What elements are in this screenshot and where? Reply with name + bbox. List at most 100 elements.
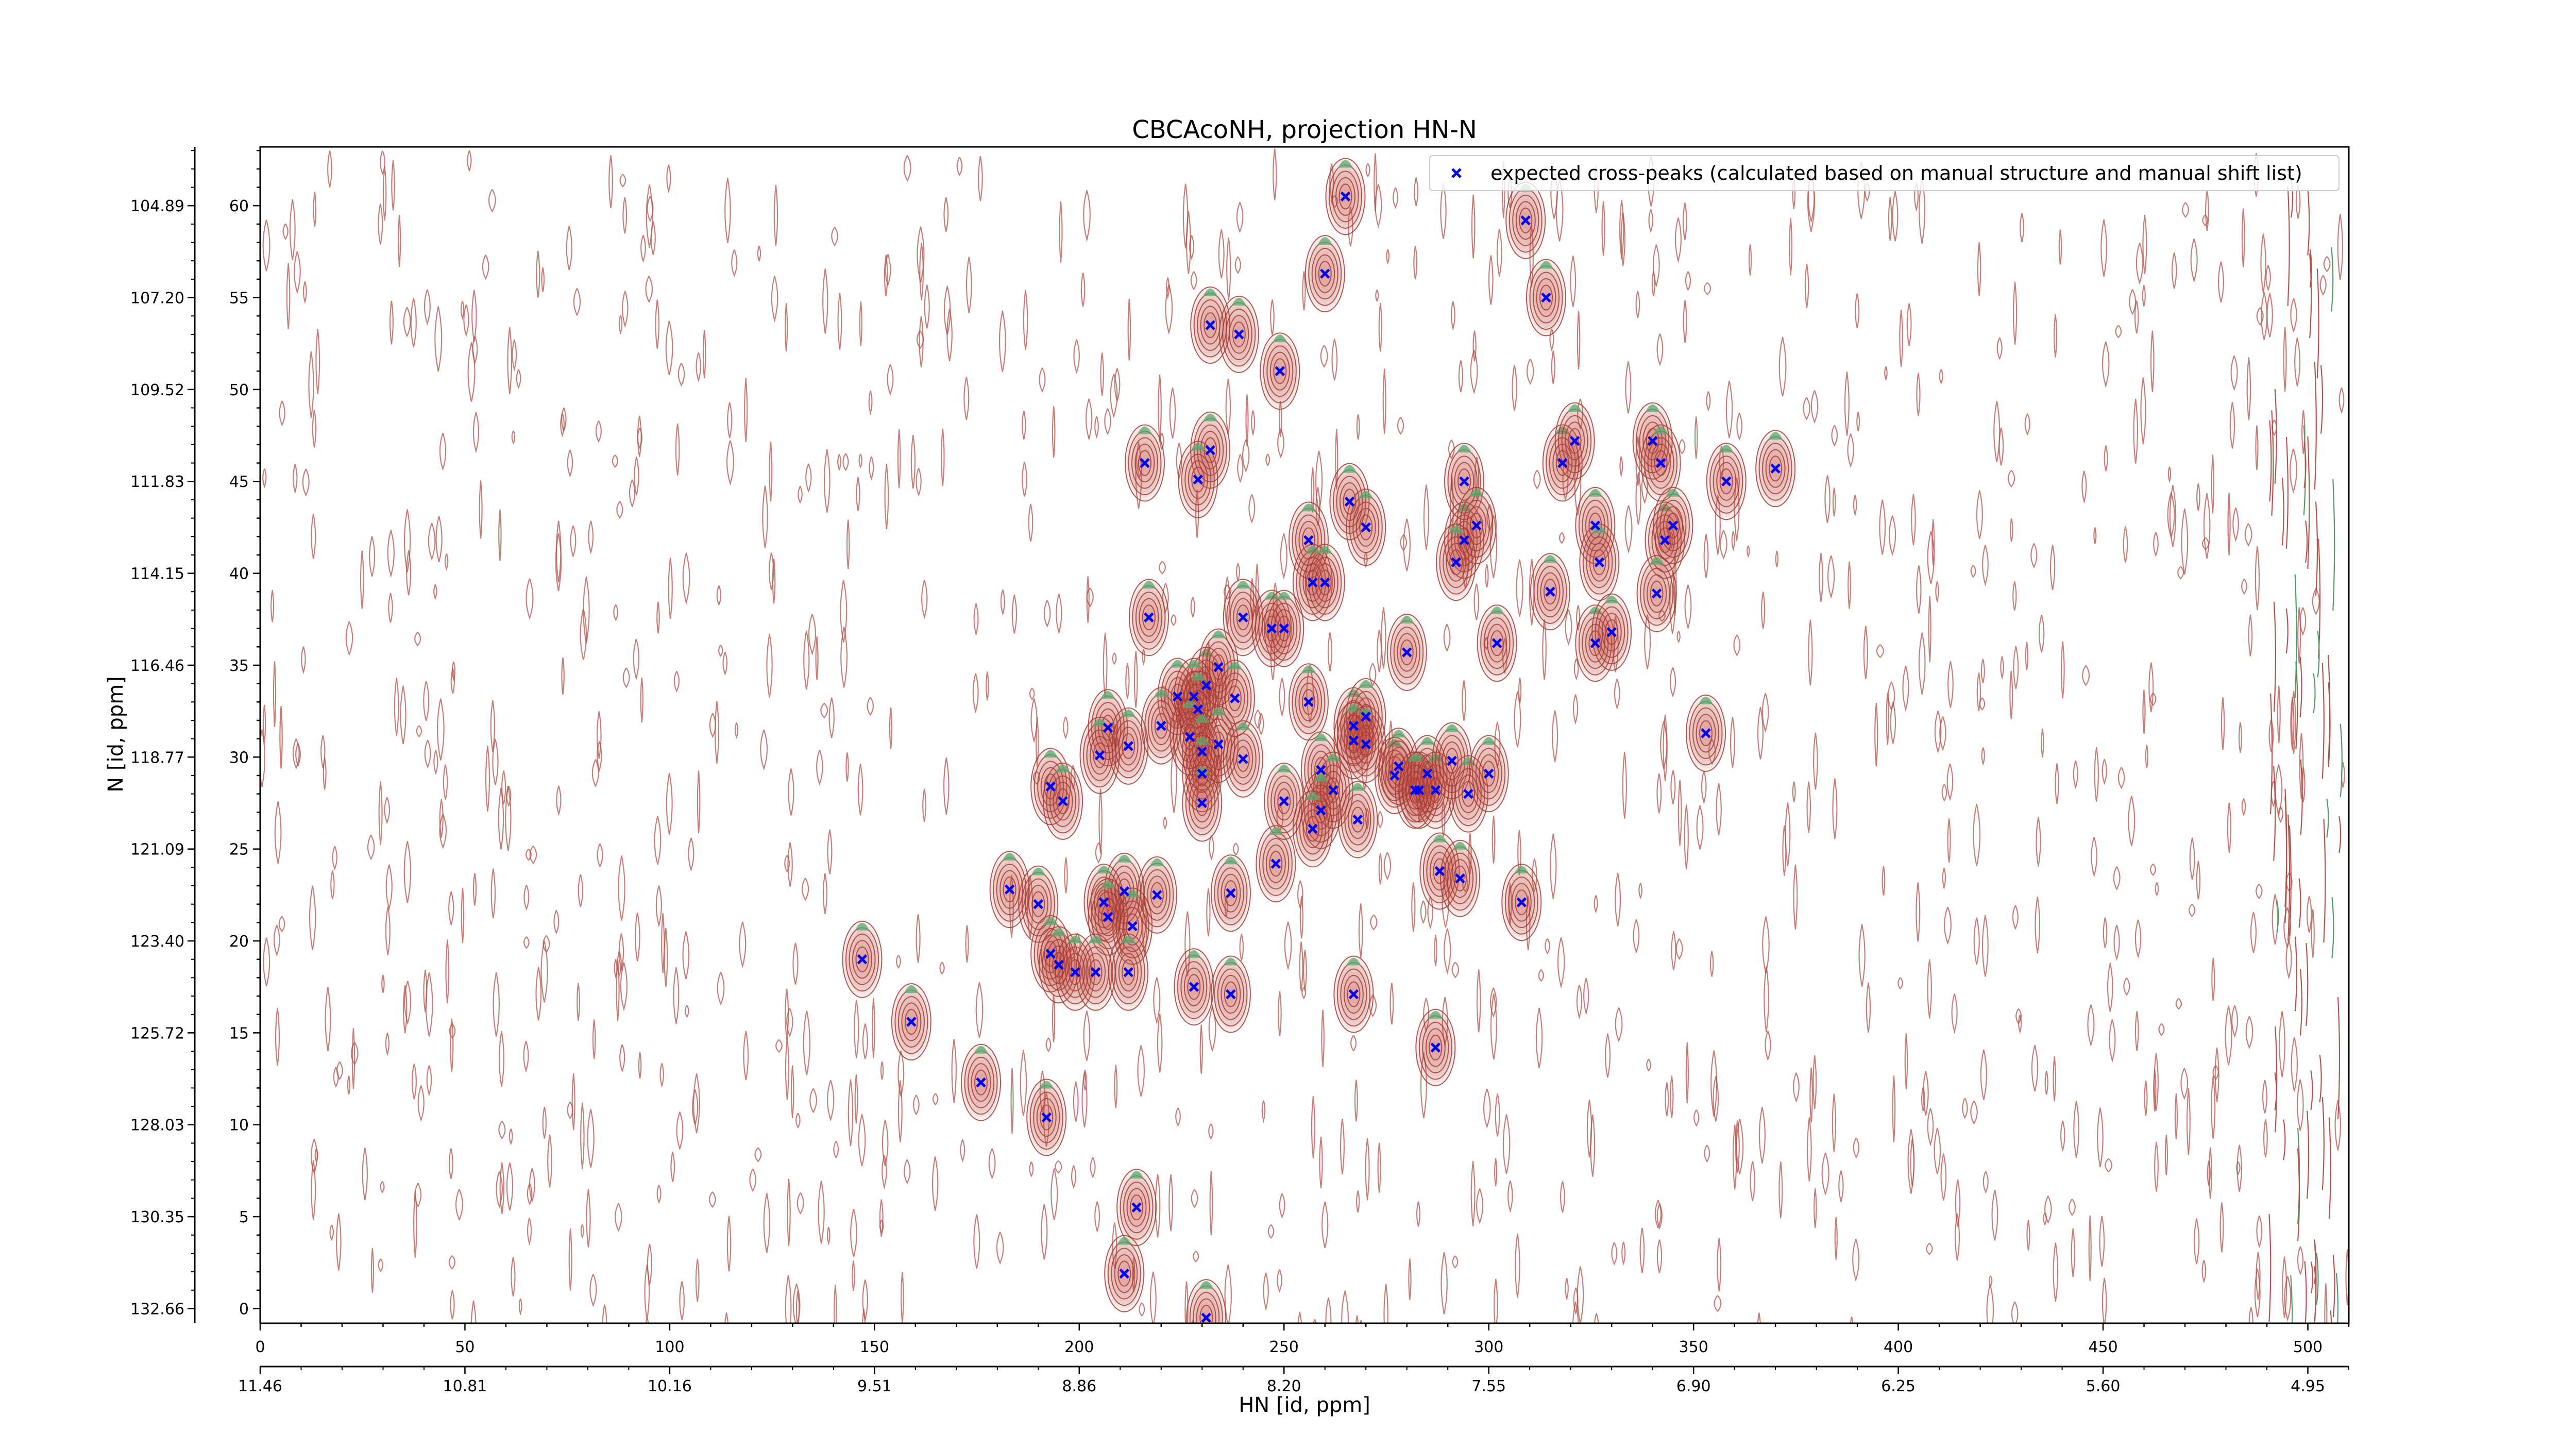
negative-contour (1141, 581, 1156, 589)
noise-contour (2294, 936, 2297, 1012)
noise-contour (1493, 1278, 1498, 1323)
noise-contour (882, 1120, 889, 1166)
x-index-tick-label: 100 (655, 1338, 684, 1356)
noise-contour (2232, 507, 2239, 542)
noise-contour (613, 604, 619, 621)
cross-peak-marker (1189, 691, 1199, 702)
noise-contour (380, 1181, 385, 1193)
y-index-tick-label: 60 (229, 197, 249, 215)
noise-contour (2334, 1100, 2342, 1151)
noise-contour (1821, 1152, 1829, 1196)
noise-contour (2236, 1144, 2242, 1192)
peak-contour-ring (1696, 714, 1716, 753)
peak-contour-ring (1260, 332, 1300, 410)
noise-contour (846, 519, 850, 569)
negative-contour (1313, 773, 1328, 782)
noise-contour (507, 327, 513, 394)
noise-contour (511, 1257, 516, 1296)
noise-contour (336, 1213, 342, 1271)
noise-contour (897, 1050, 905, 1097)
peak-contour-ring (1269, 351, 1290, 391)
cross-peak-marker (1447, 755, 1457, 766)
negative-contour (1125, 889, 1140, 898)
peak-contour-ring (1199, 1305, 1213, 1323)
noise-contour (523, 1040, 529, 1073)
noise-contour (676, 1111, 684, 1151)
peak-contour-ring (1347, 800, 1368, 839)
noise-contour (790, 1065, 794, 1118)
noise-contour (1311, 1096, 1316, 1158)
noise-contour (2036, 816, 2041, 867)
noise-contour (2260, 233, 2266, 293)
noise-contour (2211, 957, 2215, 1001)
noise-contour (840, 626, 848, 688)
noise-contour (1976, 672, 1981, 712)
peak-contour-ring (1482, 761, 1496, 787)
peak-contour-ring (1508, 877, 1535, 929)
noise-contour (490, 868, 496, 919)
noise-contour (400, 685, 406, 745)
noise-contour (2278, 806, 2283, 823)
noise-contour (1694, 416, 1698, 459)
noise-contour (1757, 706, 1764, 760)
noise-contour (523, 885, 530, 911)
noise-contour (547, 1134, 553, 1188)
cross-peak-marker (1348, 720, 1359, 731)
noise-contour (511, 430, 516, 445)
negative-contour (1195, 766, 1210, 774)
noise-contour (2303, 442, 2307, 488)
noise-contour (2266, 293, 2273, 338)
peak-contour-ring (1446, 543, 1466, 582)
noise-contour (595, 420, 602, 443)
noise-contour (1414, 177, 1419, 206)
noise-contour (1321, 1009, 1325, 1067)
noise-contour (910, 435, 916, 489)
noise-contour (2196, 861, 2201, 900)
noise-contour (527, 1217, 532, 1246)
noise-contour (2255, 546, 2260, 611)
noise-contour (580, 1224, 584, 1239)
noise-contour (854, 1074, 858, 1124)
noise-contour (1149, 1271, 1157, 1323)
noise-contour (2169, 485, 2177, 547)
noise-contour (820, 702, 828, 719)
noise-contour (387, 530, 395, 578)
noise-contour (286, 263, 291, 329)
noise-contour (1375, 289, 1379, 302)
cross-peak-marker (1651, 588, 1662, 599)
noise-contour (1064, 857, 1068, 894)
cross-peak-marker (1316, 765, 1326, 776)
noise-contour (670, 1152, 675, 1182)
noise-contour (785, 988, 789, 1040)
noise-contour (1789, 218, 1793, 275)
noise-contour (731, 249, 738, 278)
noise-contour (1701, 770, 1707, 805)
noise-contour (1045, 1037, 1052, 1053)
cross-peak-marker (1201, 680, 1211, 690)
noise-contour (668, 558, 673, 619)
noise-contour (656, 601, 660, 634)
noise-contour (1604, 1033, 1611, 1078)
noise-contour (1239, 934, 1244, 961)
noise-contour (1516, 559, 1523, 617)
peak-contour-ring (1056, 788, 1070, 814)
noise-contour (2297, 1148, 2300, 1241)
noise-contour (1489, 987, 1497, 1018)
noise-contour (1847, 433, 1854, 468)
noise-contour (2182, 202, 2189, 218)
noise-contour (655, 299, 660, 349)
noise-contour (912, 1094, 920, 1116)
cross-peak-marker (1193, 704, 1204, 715)
noise-contour (1041, 1204, 1048, 1260)
noise-contour (917, 226, 925, 283)
noise-contour (2323, 256, 2331, 273)
noise-contour (1552, 710, 1558, 762)
noise-contour (2049, 545, 2056, 591)
noise-contour (2012, 282, 2018, 345)
noise-contour (2337, 214, 2344, 280)
noise-contour (884, 255, 888, 296)
noise-contour (2256, 1252, 2261, 1300)
peak-contour-ring (1477, 604, 1517, 682)
noise-contour (1976, 490, 1983, 540)
noise-contour (1277, 428, 1284, 459)
